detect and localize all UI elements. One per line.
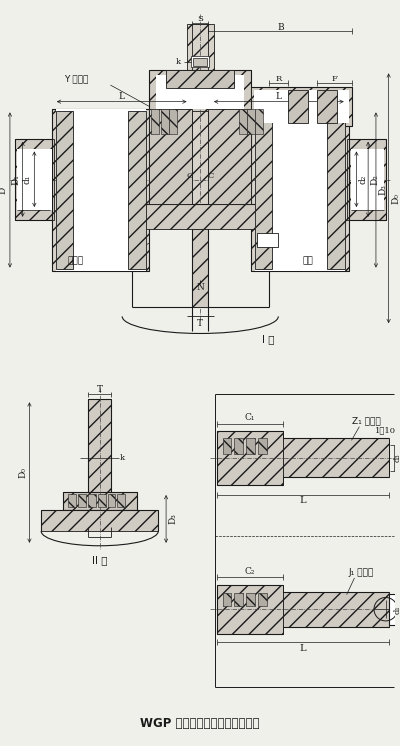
Bar	[255, 111, 272, 269]
Bar	[88, 399, 112, 497]
Bar	[192, 24, 208, 204]
Text: S: S	[197, 15, 203, 22]
Bar	[247, 110, 255, 134]
Text: d₃: d₃	[394, 454, 400, 463]
Bar	[246, 439, 255, 454]
Text: T: T	[97, 385, 103, 394]
Text: C: C	[186, 172, 193, 180]
Text: R: R	[275, 75, 282, 84]
Bar	[68, 494, 76, 507]
Bar	[255, 110, 345, 271]
Text: J₁ 型轴孔: J₁ 型轴孔	[349, 568, 374, 577]
Text: D₀: D₀	[391, 193, 400, 204]
Bar	[56, 111, 73, 269]
Text: F: F	[331, 75, 337, 84]
Bar	[98, 494, 106, 507]
Bar	[246, 592, 255, 606]
Bar	[317, 90, 337, 123]
Bar	[251, 87, 352, 126]
Text: L: L	[119, 93, 125, 101]
Text: C₁: C₁	[245, 413, 255, 422]
Bar	[169, 110, 177, 134]
Text: L: L	[300, 496, 306, 505]
Text: d₂: d₂	[359, 175, 368, 184]
Bar	[108, 494, 115, 507]
Bar	[88, 494, 96, 507]
Text: C: C	[208, 172, 214, 180]
Text: 1：10: 1：10	[375, 427, 396, 435]
Bar	[208, 110, 251, 204]
Bar	[192, 228, 208, 307]
Bar	[152, 110, 159, 134]
Text: L: L	[276, 93, 282, 101]
Bar	[117, 494, 125, 507]
Bar	[283, 592, 389, 627]
Bar	[234, 592, 243, 606]
Bar	[258, 439, 267, 454]
Text: T: T	[197, 319, 203, 327]
Bar	[78, 494, 86, 507]
Bar	[234, 439, 243, 454]
Text: d₁: d₁	[23, 175, 32, 184]
Text: D₀: D₀	[18, 467, 27, 478]
Bar	[166, 70, 234, 88]
Text: D₃: D₃	[378, 184, 387, 195]
Bar	[257, 233, 278, 247]
Bar	[17, 148, 52, 210]
Text: Z₁ 型轴孔: Z₁ 型轴孔	[352, 416, 380, 425]
Text: 标志: 标志	[302, 257, 313, 266]
Bar	[251, 110, 349, 271]
Bar	[288, 90, 308, 123]
Text: C₂: C₂	[245, 567, 255, 576]
Bar	[150, 110, 192, 204]
Text: D₁: D₁	[11, 174, 20, 184]
Bar	[194, 57, 207, 66]
Text: I 型: I 型	[262, 334, 275, 344]
Text: D₃: D₃	[168, 513, 178, 524]
Text: B: B	[277, 23, 284, 32]
Bar	[150, 70, 251, 111]
Bar	[15, 139, 54, 220]
Bar	[327, 111, 345, 269]
Text: L: L	[300, 644, 306, 653]
Text: 注油孔: 注油孔	[67, 257, 83, 266]
Text: WGP 型带制动盘鼓形齿式联轴器: WGP 型带制动盘鼓形齿式联轴器	[140, 717, 260, 730]
Bar	[223, 439, 232, 454]
Text: II 型: II 型	[92, 556, 108, 565]
Bar	[254, 90, 349, 123]
Bar	[63, 492, 137, 510]
Bar	[389, 594, 400, 625]
Bar	[161, 110, 169, 134]
Bar	[350, 148, 384, 210]
Text: k: k	[176, 57, 181, 66]
Bar	[52, 110, 150, 271]
Text: Y 型轴孔: Y 型轴孔	[64, 75, 88, 84]
Bar	[283, 439, 389, 477]
Bar	[217, 430, 283, 485]
Text: N: N	[196, 283, 204, 292]
Text: D₂: D₂	[370, 174, 380, 185]
Bar	[186, 24, 214, 70]
Bar	[156, 75, 244, 110]
Text: k: k	[120, 454, 125, 462]
Bar	[258, 592, 267, 606]
Text: d₁: d₁	[394, 605, 400, 613]
Bar	[255, 110, 263, 134]
Bar	[217, 585, 283, 633]
Bar	[347, 139, 386, 220]
Bar	[223, 592, 232, 606]
Bar	[132, 204, 268, 228]
Bar	[41, 510, 158, 531]
Bar	[239, 110, 247, 134]
Text: D: D	[0, 186, 8, 194]
Bar	[56, 110, 146, 271]
Bar	[128, 111, 146, 269]
Bar	[192, 56, 209, 67]
